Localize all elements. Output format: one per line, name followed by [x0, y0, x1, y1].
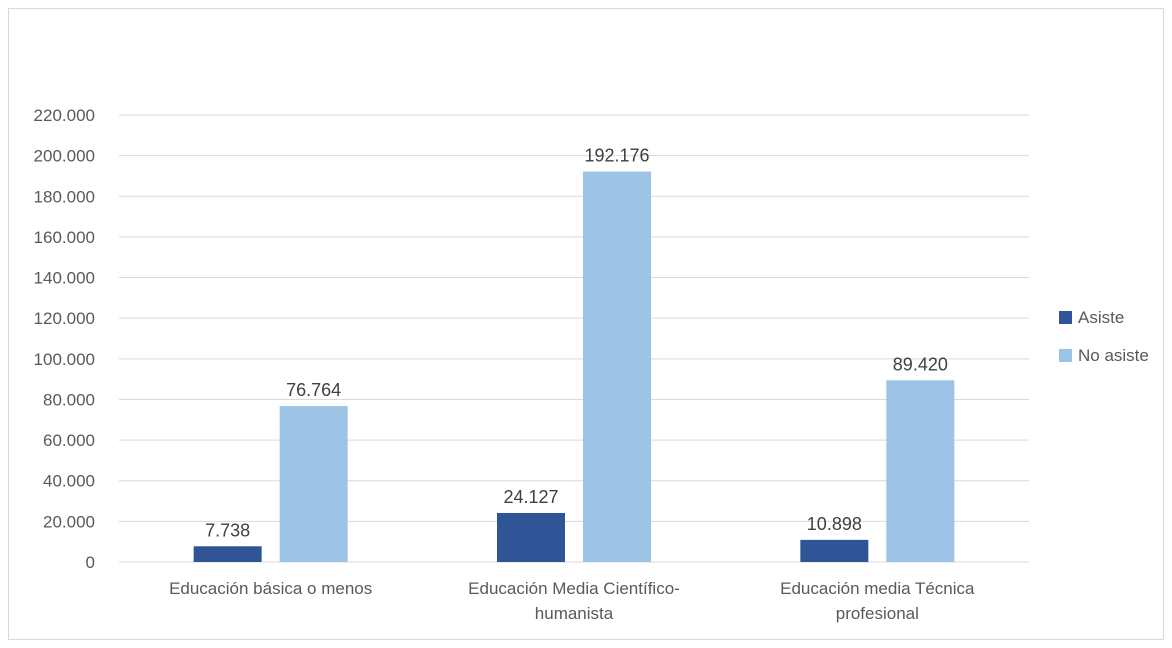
legend-label: Asiste [1078, 308, 1124, 327]
bar-no-asiste [583, 171, 651, 562]
category-label: profesional [836, 604, 919, 623]
legend-label: No asiste [1078, 346, 1149, 365]
y-tick-label: 180.000 [34, 187, 95, 206]
bar-asiste [497, 512, 565, 562]
data-labels: 7.738 76.764 24.127 192.176 10.898 89.420 [205, 146, 948, 541]
y-tick-label: 100.000 [34, 350, 95, 369]
chart-frame: 0 20.000 40.000 60.000 80.000 100.000 120.000 1… [8, 8, 1164, 640]
bar-no-asiste [279, 406, 348, 562]
y-tick-label: 200.000 [34, 147, 95, 166]
legend-swatch-no-asiste [1059, 349, 1072, 362]
bar-asiste [193, 546, 262, 562]
data-label: 24.127 [503, 487, 558, 507]
y-tick-label: 140.000 [34, 269, 95, 288]
bars [193, 171, 955, 562]
y-tick-label: 80.000 [43, 390, 95, 409]
y-axis-ticks: 0 20.000 40.000 60.000 80.000 100.000 120.000 1… [34, 106, 95, 572]
data-label: 76.764 [286, 380, 341, 400]
legend: Asiste No asiste [1059, 308, 1149, 365]
category-label: Educación media Técnica [780, 579, 975, 598]
y-tick-label: 20.000 [43, 512, 95, 531]
category-label: humanista [535, 604, 614, 623]
y-tick-label: 40.000 [43, 472, 95, 491]
category-label: Educación básica o menos [169, 579, 372, 598]
legend-swatch-asiste [1059, 311, 1072, 324]
bar-asiste [800, 539, 869, 562]
data-label: 192.176 [584, 146, 649, 166]
y-tick-label: 60.000 [43, 431, 95, 450]
data-label: 7.738 [205, 520, 250, 540]
bar-no-asiste [886, 380, 955, 562]
category-label: Educación Media Científico- [468, 579, 680, 598]
bar-chart: 0 20.000 40.000 60.000 80.000 100.000 120.000 1… [34, 106, 1149, 623]
data-label: 10.898 [807, 514, 862, 534]
y-tick-label: 0 [86, 553, 95, 572]
gridlines [119, 114, 1029, 563]
data-label: 89.420 [893, 354, 948, 374]
x-axis-categories: Educación básica o menos Educación Media … [169, 579, 975, 623]
y-tick-label: 160.000 [34, 228, 95, 247]
y-tick-label: 220.000 [34, 106, 95, 125]
y-tick-label: 120.000 [34, 309, 95, 328]
